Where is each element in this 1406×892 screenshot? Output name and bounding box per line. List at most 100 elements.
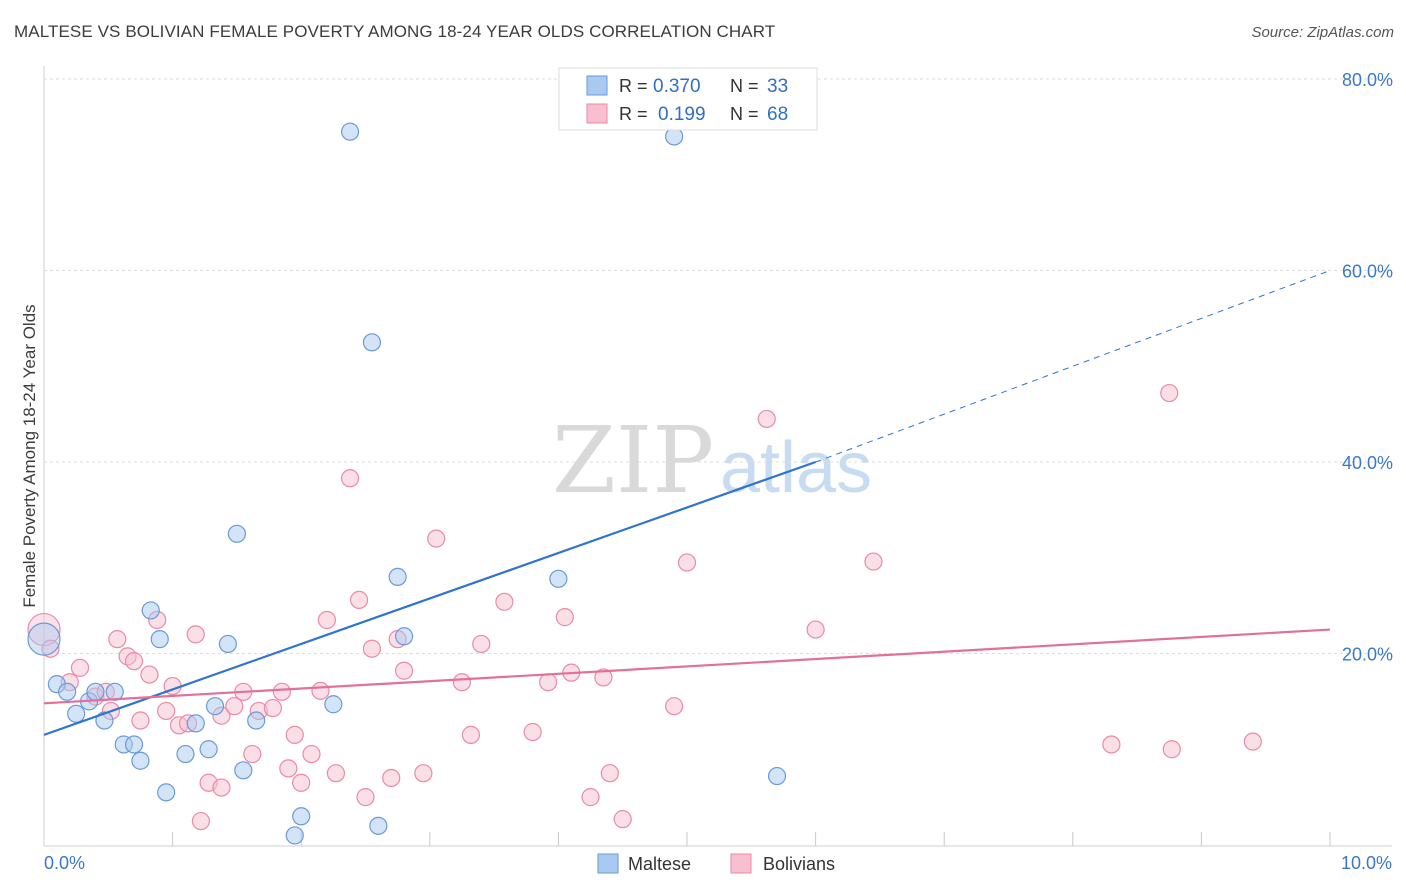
legend-r-label: R = — [619, 76, 648, 96]
bolivians-point — [124, 652, 144, 671]
legend-n-label: N = — [730, 76, 759, 96]
maltese-point — [95, 711, 114, 730]
maltese-point — [388, 567, 407, 587]
maltese-point — [58, 682, 77, 701]
maltese-point — [141, 601, 160, 620]
bolivians-point — [292, 773, 311, 792]
bolivians-point — [362, 639, 382, 658]
maltese-point — [176, 744, 195, 764]
bolivians-point — [757, 409, 776, 429]
bolivians-point — [349, 590, 369, 609]
y-tick-label: 20.0% — [1342, 645, 1393, 665]
legend-r-value-bolivians: 0.199 — [658, 104, 706, 125]
legend-r-value-maltese: 0.370 — [653, 76, 701, 97]
bolivians-point — [131, 711, 150, 730]
source-credit: Source: ZipAtlas.com — [1251, 24, 1394, 41]
maltese-point — [67, 704, 86, 723]
bolivians-point — [555, 608, 574, 627]
bolivians-point — [41, 639, 60, 658]
maltese-point — [292, 807, 311, 826]
y-axis-tick-labels: 20.0% 40.0% 60.0% 80.0% — [1342, 70, 1393, 665]
bolivians-point — [225, 697, 244, 716]
maltese-point — [227, 524, 246, 543]
legend-swatch-bolivians — [730, 853, 752, 874]
maltese-points — [27, 122, 787, 845]
legend-swatch-bolivians — [586, 103, 608, 124]
watermark-zip: ZIP — [552, 407, 714, 514]
bolivians-point — [382, 768, 401, 788]
bolivians-point — [212, 778, 231, 797]
x-tick-label-min: 0.0% — [44, 853, 85, 873]
axes — [43, 66, 1392, 847]
bolivians-point — [70, 658, 90, 677]
y-tick-label: 40.0% — [1342, 453, 1393, 473]
bolivians-point — [356, 788, 375, 807]
series-legend: Maltese Bolivians — [597, 853, 835, 874]
bolivians-point — [186, 625, 205, 644]
legend-n-value-maltese: 33 — [767, 76, 788, 97]
bolivians-point — [326, 764, 346, 783]
maltese-point — [27, 622, 61, 656]
maltese-point — [86, 682, 105, 701]
trend-lines — [43, 270, 1331, 736]
maltese-point — [150, 630, 169, 649]
bolivians-point — [523, 722, 542, 742]
bolivians-point — [665, 697, 684, 716]
x-tick-label-max: 10.0% — [1341, 853, 1392, 873]
bolivians-point — [285, 725, 304, 744]
maltese-point — [124, 735, 144, 754]
bolivians-point — [613, 810, 632, 829]
y-tick-label: 60.0% — [1342, 262, 1393, 282]
bolivians-point — [108, 630, 127, 649]
bolivians-point — [1162, 740, 1181, 759]
bolivians-point — [864, 552, 883, 571]
bolivians-point — [317, 610, 337, 630]
chart-title: MALTESE VS BOLIVIAN FEMALE POVERTY AMONG… — [14, 22, 776, 41]
bolivians-point — [472, 634, 491, 654]
maltese-point — [285, 826, 304, 845]
bolivians-point — [1160, 383, 1179, 403]
maltese-point — [218, 634, 237, 654]
legend-n-label: N = — [730, 104, 759, 124]
bolivians-point — [594, 668, 613, 687]
maltese-point — [549, 569, 568, 588]
legend-swatch-maltese — [586, 75, 608, 96]
bolivians-point — [414, 764, 433, 783]
maltese-point — [247, 711, 266, 730]
maltese-point — [186, 714, 205, 733]
maltese-trend-line — [43, 460, 816, 736]
maltese-point — [340, 122, 360, 141]
bolivians-point — [806, 620, 825, 639]
legend-n-value-bolivians: 68 — [767, 104, 788, 125]
bolivians-point — [157, 701, 176, 721]
maltese-point — [369, 816, 388, 835]
x-axis-ticks — [172, 832, 1331, 846]
maltese-point — [324, 695, 343, 714]
maltese-point — [105, 682, 124, 701]
bolivians-point — [311, 681, 330, 700]
maltese-point — [394, 627, 414, 646]
maltese-point — [199, 740, 218, 759]
maltese-point — [131, 751, 150, 770]
stats-legend: R = 0.370 N = 33 R = 0.199 N = 68 — [558, 67, 818, 131]
y-tick-label: 80.0% — [1342, 70, 1393, 90]
bolivians-point — [279, 759, 298, 778]
bolivians-point — [302, 744, 321, 764]
bolivians-point — [461, 725, 481, 744]
bolivians-point — [191, 811, 210, 831]
legend-swatch-maltese — [597, 853, 619, 874]
bolivians-point — [677, 553, 697, 572]
bolivians-point — [140, 665, 159, 684]
bolivians-point — [272, 682, 292, 701]
bolivians-point — [1243, 732, 1262, 751]
bolivians-point — [263, 698, 283, 718]
bolivians-point — [581, 788, 600, 807]
legend-label-bolivians: Bolivians — [763, 854, 835, 874]
bolivians-trend-line — [43, 628, 1331, 705]
maltese-point — [234, 761, 253, 780]
maltese-point — [767, 766, 787, 786]
bolivians-point — [427, 529, 446, 548]
bolivians-point — [340, 469, 360, 488]
bolivians-point — [394, 661, 414, 680]
